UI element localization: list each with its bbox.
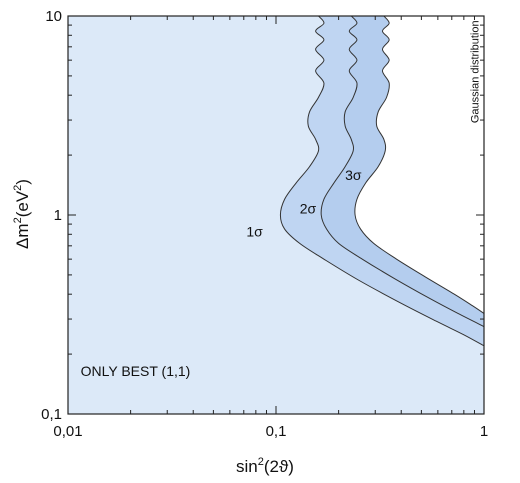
region-1sigma xyxy=(68,16,484,414)
y-tick-label: 10 xyxy=(45,8,62,25)
annotations: ONLY BEST (1,1) Gaussian distribution xyxy=(81,20,482,379)
series-label-1sigma: 1σ xyxy=(246,223,263,239)
plot-area xyxy=(67,15,485,415)
y-tick-label: 1 xyxy=(54,207,62,224)
x-tick-label: 1 xyxy=(480,423,488,440)
best-fit-note: ONLY BEST (1,1) xyxy=(81,363,191,379)
boundary-line-2sigma xyxy=(320,16,484,328)
x-axis-title: sin2(2ϑ) xyxy=(236,456,294,476)
series-labels: 1σ 2σ 3σ xyxy=(246,167,362,240)
confidence-regions xyxy=(68,16,484,414)
x-tick-label: 0,01 xyxy=(53,423,82,440)
boundary-line-3sigma xyxy=(354,16,484,314)
axis-ticks xyxy=(67,15,485,415)
x-tick-label: 0,1 xyxy=(266,423,287,440)
boundary-lines xyxy=(279,16,484,347)
distribution-note: Gaussian distribution xyxy=(469,20,481,123)
series-label-3sigma: 3σ xyxy=(345,167,362,183)
y-axis-title: Δm2(eV2) xyxy=(12,179,32,249)
series-label-2sigma: 2σ xyxy=(300,200,317,216)
boundary-line-1sigma xyxy=(279,16,484,347)
y-tick-label: 0,1 xyxy=(41,406,62,423)
